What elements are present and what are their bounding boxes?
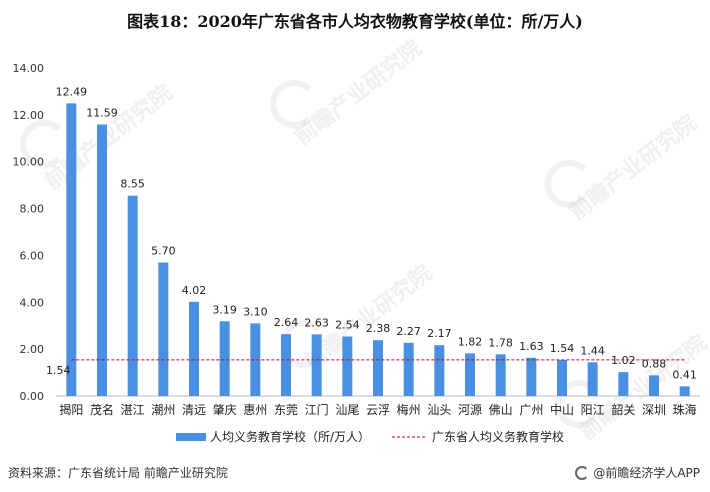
data-label: 11.59 (86, 106, 118, 119)
y-tick-label: 0.00 (20, 390, 45, 403)
data-label: 2.17 (427, 327, 452, 340)
bar (557, 359, 567, 396)
x-tick-label: 揭阳 (59, 402, 83, 417)
x-tick-label: 江门 (305, 402, 329, 417)
legend-label-line: 广东省人均义务教育学校 (432, 429, 564, 444)
y-tick-label: 14.00 (13, 62, 45, 75)
brand-credit: @前瞻经济学人APP (575, 464, 700, 481)
watermark-logo-icon (545, 160, 593, 208)
reference-line-label: 1.54 (46, 364, 71, 377)
y-tick-label: 4.00 (20, 296, 45, 309)
bar (618, 372, 629, 396)
bar (403, 342, 414, 396)
watermark-logo-icon (270, 80, 318, 128)
bar (587, 362, 598, 396)
x-tick-label: 清远 (182, 403, 206, 417)
watermark-logo-icon (20, 120, 68, 168)
x-tick-label: 湛江 (121, 403, 145, 417)
data-label: 1.78 (488, 336, 513, 349)
x-tick-label: 汕尾 (335, 403, 359, 417)
data-label: 2.27 (396, 325, 421, 338)
y-tick-label: 12.00 (13, 109, 45, 122)
x-tick-label: 中山 (550, 402, 574, 417)
x-tick-label: 深圳 (642, 403, 666, 417)
x-tick-label: 云浮 (366, 403, 390, 417)
x-tick-label: 汕头 (427, 403, 451, 417)
data-label: 5.70 (151, 244, 176, 257)
x-tick-label: 茂名 (90, 402, 114, 417)
bar (250, 323, 261, 396)
bar (66, 103, 77, 397)
bar (189, 301, 199, 396)
bar (526, 357, 537, 396)
bar (495, 354, 506, 396)
y-tick-label: 6.00 (20, 249, 45, 262)
legend-swatch-bar (176, 433, 206, 441)
bar (342, 336, 353, 396)
bar (465, 353, 475, 396)
bar (281, 334, 291, 396)
bar (158, 262, 169, 396)
brand-logo-icon (575, 465, 590, 480)
x-tick-label: 佛山 (489, 403, 513, 417)
data-label: 1.54 (550, 342, 575, 355)
bar (219, 321, 230, 396)
source-note: 资料来源：广东省统计局 前瞻产业研究院 (8, 466, 228, 480)
x-tick-label: 韶关 (611, 402, 635, 417)
chart-title: 图表18：2020年广东省各市人均衣物教育学校(单位：所/万人) (127, 12, 583, 31)
data-label: 2.54 (335, 318, 360, 331)
x-tick-label: 广州 (519, 403, 543, 417)
x-tick-label: 东莞 (274, 403, 298, 417)
x-tick-label: 潮州 (151, 402, 175, 417)
brand-text: @前瞻经济学人APP (593, 466, 700, 480)
bar (127, 195, 138, 396)
data-label: 4.02 (182, 284, 207, 297)
bar (311, 334, 322, 396)
x-tick-label: 肇庆 (213, 402, 237, 417)
x-tick-label: 惠州 (243, 403, 267, 417)
data-label: 1.02 (611, 354, 636, 367)
data-label: 2.63 (304, 316, 329, 329)
data-label: 1.63 (519, 340, 544, 353)
data-label: 3.10 (243, 305, 268, 318)
data-label: 1.82 (458, 335, 483, 348)
x-tick-label: 河源 (458, 403, 482, 417)
y-tick-label: 2.00 (20, 343, 45, 356)
y-tick-label: 10.00 (13, 156, 45, 169)
data-label: 1.44 (580, 344, 605, 357)
data-label: 2.64 (274, 316, 299, 329)
data-label: 12.49 (56, 85, 88, 98)
x-tick-label: 阳江 (581, 403, 605, 417)
x-tick-label: 梅州 (397, 402, 421, 417)
bar (373, 340, 383, 396)
legend-label-bar: 人均义务教育学校（所/万人） (210, 429, 370, 444)
data-label: 3.19 (212, 303, 237, 316)
x-tick-label: 珠海 (673, 402, 697, 417)
data-label: 8.55 (120, 178, 145, 191)
bar (97, 124, 107, 396)
bar (679, 386, 690, 396)
data-label: 0.88 (642, 357, 667, 370)
bar (434, 345, 445, 396)
data-label: 2.38 (366, 322, 391, 335)
watermark-logo-icon (555, 380, 603, 428)
y-tick-label: 8.00 (20, 203, 45, 216)
data-label: 0.41 (672, 368, 697, 381)
bar (649, 375, 659, 396)
